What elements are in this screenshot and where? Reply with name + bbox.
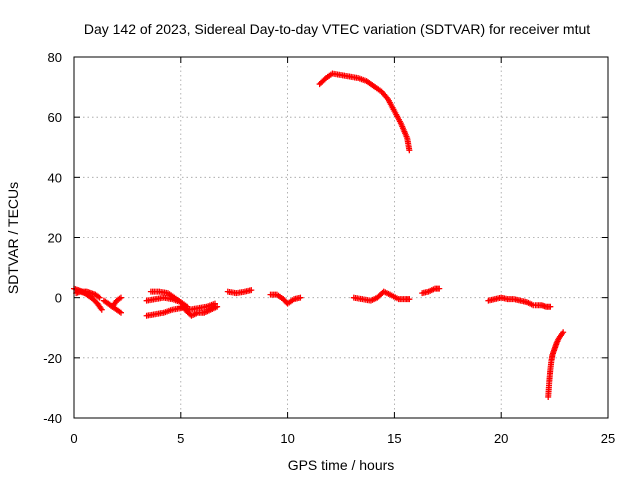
- y-tick-label: 0: [55, 291, 62, 306]
- data-point: [436, 285, 443, 292]
- y-tick-label: -20: [43, 351, 62, 366]
- data-point: [406, 147, 413, 154]
- data-point: [560, 329, 567, 336]
- data-point: [96, 294, 103, 301]
- data-point: [117, 309, 124, 316]
- x-tick-label: 15: [387, 431, 401, 446]
- x-axis-title: GPS time / hours: [288, 457, 395, 473]
- y-tick-label: 60: [48, 110, 62, 125]
- x-tick-label: 5: [177, 431, 184, 446]
- series-arc-16: [532, 302, 554, 310]
- data-point: [117, 294, 124, 301]
- data-point: [547, 303, 554, 310]
- data-point: [98, 306, 105, 313]
- series-arc-9: [182, 303, 221, 319]
- data-point: [406, 296, 413, 303]
- y-tick-label: 40: [48, 170, 62, 185]
- data-point: [214, 303, 221, 310]
- grid-layer: [74, 57, 608, 418]
- series-arc-17: [545, 329, 567, 400]
- series-arc-2: [73, 288, 105, 313]
- series-arc-4: [105, 294, 124, 310]
- chart-title: Day 142 of 2023, Sidereal Day-to-day VTE…: [84, 21, 590, 37]
- series-arc-10: [224, 287, 255, 297]
- tick-label-layer: 0 5 10 15 20 25 -40 -20 0 20 40 60 80: [43, 50, 615, 446]
- data-layer: [71, 70, 567, 400]
- data-point: [248, 287, 255, 294]
- series-arc-12: [316, 70, 413, 154]
- x-tick-label: 0: [70, 431, 77, 446]
- series-arc-11: [267, 291, 304, 307]
- y-tick-label: 20: [48, 231, 62, 246]
- x-tick-label: 10: [280, 431, 294, 446]
- data-point: [297, 294, 304, 301]
- x-tick-label: 20: [494, 431, 508, 446]
- y-axis-title: SDTVAR / TECUs: [5, 182, 21, 294]
- x-tick-label: 25: [601, 431, 615, 446]
- y-tick-label: 80: [48, 50, 62, 65]
- plot-frame: [73, 56, 609, 419]
- y-tick-label: -40: [43, 411, 62, 426]
- series-arc-13: [350, 288, 413, 304]
- series-arc-14: [419, 285, 443, 297]
- series-arc-15: [485, 294, 537, 309]
